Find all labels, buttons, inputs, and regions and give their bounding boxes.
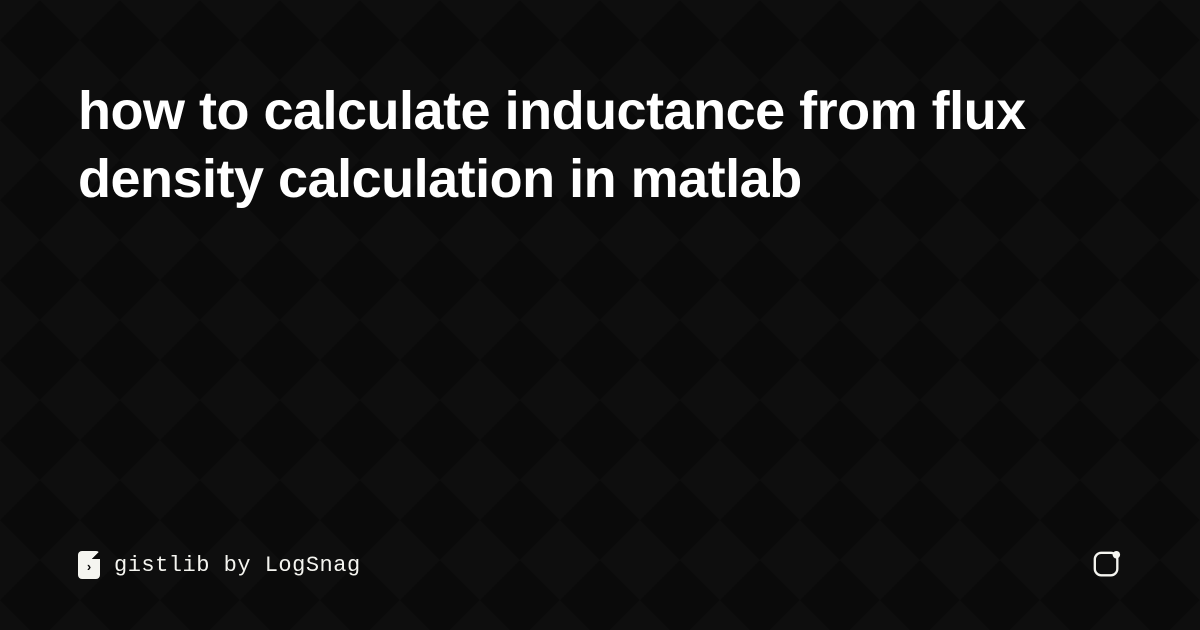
brand-author: LogSnag	[265, 553, 361, 578]
brand-name: gistlib	[114, 553, 210, 578]
footer: › gistlib by LogSnag	[78, 550, 1122, 580]
chevron-right-icon: ›	[87, 560, 91, 573]
brand-container: › gistlib by LogSnag	[78, 551, 361, 579]
brand-by: by	[224, 553, 251, 578]
file-icon: ›	[78, 551, 100, 579]
notification-icon	[1092, 550, 1122, 580]
page-title: how to calculate inductance from flux de…	[78, 78, 1122, 213]
brand-text: gistlib by LogSnag	[114, 553, 361, 578]
